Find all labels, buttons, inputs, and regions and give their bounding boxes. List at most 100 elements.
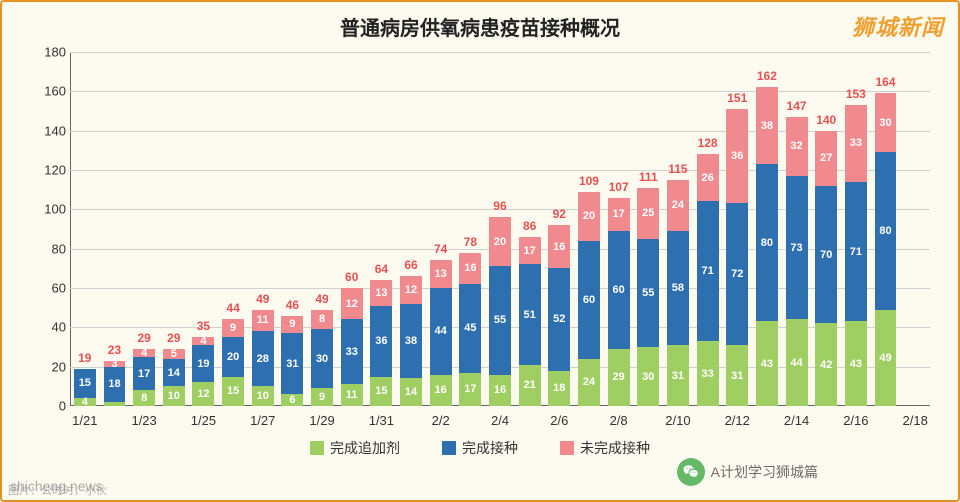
bar-total-label: 92 [553, 207, 566, 221]
x-axis: 1/211/231/251/271/291/312/22/42/62/82/10… [70, 406, 930, 428]
bar-segment-unvaccinated: 25 [637, 188, 659, 239]
bar-segment-booster: 43 [756, 321, 778, 406]
bar-group: 18521692 [548, 225, 570, 406]
bar-segment-booster: 14 [400, 378, 422, 406]
bar-total-label: 164 [875, 75, 895, 89]
x-tick-label: 2/4 [491, 413, 509, 428]
bar-group: 296017107 [608, 198, 630, 406]
legend-label: 未完成接种 [580, 438, 650, 458]
bar-segment-booster: 30 [637, 347, 659, 406]
x-tick-label: 1/27 [250, 413, 275, 428]
chart-title: 普通病房供氧病患疫苗接种概况 [2, 2, 958, 47]
x-tick-label: 2/10 [665, 413, 690, 428]
bar-segment-vaccinated: 55 [637, 239, 659, 347]
plot-area: 0204060801001201401601804151918323817429… [70, 52, 930, 406]
y-tick-label: 120 [38, 163, 66, 178]
footer-source: 图片：公时时，小伙 [8, 482, 107, 498]
bar-segment-unvaccinated: 17 [519, 237, 541, 265]
bar-segment-unvaccinated: 20 [578, 192, 600, 241]
bar-total-label: 128 [698, 136, 718, 150]
bar-total-label: 46 [286, 298, 299, 312]
x-tick-label: 1/25 [191, 413, 216, 428]
bar-segment-unvaccinated: 38 [756, 87, 778, 164]
bar-segment-vaccinated: 45 [459, 284, 481, 373]
bar-segment-unvaccinated: 13 [430, 260, 452, 288]
bar-segment-booster: 29 [608, 349, 630, 406]
bar-segment-vaccinated: 51 [519, 264, 541, 364]
bar-segment-booster: 9 [311, 388, 333, 406]
bar-total-label: 74 [434, 242, 447, 256]
legend-label: 完成追加剂 [330, 438, 400, 458]
x-tick-label: 2/14 [784, 413, 809, 428]
bar-segment-unvaccinated: 12 [400, 276, 422, 304]
bar-segment-vaccinated: 14 [163, 359, 185, 387]
bar-total-label: 111 [639, 170, 658, 184]
bar-segment-vaccinated: 38 [400, 304, 422, 379]
bar-total-label: 29 [167, 331, 180, 345]
bar-segment-unvaccinated: 26 [697, 154, 719, 201]
bar-segment-unvaccinated: 30 [875, 93, 897, 152]
watermark-text: 狮城新闻 [852, 10, 944, 42]
bar-segment-vaccinated: 70 [815, 186, 837, 324]
bar-segment-vaccinated: 72 [726, 203, 748, 345]
bar-total-label: 86 [523, 219, 536, 233]
bar-segment-vaccinated: 18 [104, 367, 126, 402]
bar-segment-vaccinated: 60 [578, 241, 600, 359]
bar-total-label: 19 [78, 351, 91, 365]
bar-segment-unvaccinated: 36 [726, 109, 748, 203]
bar-total-label: 35 [197, 319, 210, 333]
bar-group: 10281149 [252, 310, 274, 406]
bar-segment-vaccinated: 15 [74, 369, 96, 399]
bar-segment-booster: 17 [459, 373, 481, 406]
bar-group: 317236151 [726, 109, 748, 406]
bar-total-label: 147 [787, 99, 807, 113]
bar-total-label: 49 [315, 292, 328, 306]
bar-group: 930849 [311, 310, 333, 406]
bar-segment-booster: 15 [370, 377, 392, 407]
bar-group: 1219435 [192, 337, 214, 406]
bar-segment-unvaccinated: 24 [667, 180, 689, 231]
bar-segment-booster: 8 [133, 390, 155, 406]
bar-segment-unvaccinated: 12 [341, 288, 363, 319]
x-tick-label: 2/8 [610, 413, 628, 428]
y-tick-label: 60 [38, 281, 66, 296]
wechat-label: A计划学习狮城篇 [711, 462, 818, 482]
bar-group: 427027140 [815, 131, 837, 406]
bar-segment-booster: 12 [192, 382, 214, 406]
bar-segment-unvaccinated: 32 [786, 117, 808, 176]
bar-segment-booster: 18 [548, 371, 570, 406]
y-tick-label: 40 [38, 320, 66, 335]
x-tick-label: 1/31 [369, 413, 394, 428]
legend: 完成追加剂 完成接种 未完成接种 [2, 438, 958, 458]
bar-group: 817429 [133, 349, 155, 406]
x-tick-label: 1/21 [72, 413, 97, 428]
bar-segment-vaccinated: 31 [281, 333, 303, 394]
bar-group: 1014529 [163, 349, 185, 406]
bar-group: 631946 [281, 316, 303, 406]
bar-total-label: 109 [579, 174, 599, 188]
bar-group: 16552096 [489, 217, 511, 406]
x-tick-label: 2/18 [903, 413, 928, 428]
bar-group: 14381266 [400, 276, 422, 406]
legend-item: 完成接种 [442, 438, 518, 458]
bar-group: 315824115 [667, 180, 689, 406]
bar-total-label: 49 [256, 292, 269, 306]
bar-segment-vaccinated: 52 [548, 268, 570, 370]
bar-segment-vaccinated: 80 [756, 164, 778, 321]
x-tick-label: 2/2 [432, 413, 450, 428]
bar-total-label: 60 [345, 270, 358, 284]
bar-segment-unvaccinated: 9 [281, 316, 303, 334]
bar-total-label: 96 [493, 199, 506, 213]
bar-segment-booster: 24 [578, 359, 600, 406]
bar-segment-unvaccinated: 33 [845, 105, 867, 182]
bar-total-label: 29 [137, 331, 150, 345]
bar-segment-booster: 16 [489, 375, 511, 406]
bar-total-label: 64 [375, 262, 388, 276]
bar-segment-unvaccinated: 20 [489, 217, 511, 266]
bar-total-label: 115 [668, 162, 687, 176]
bar-total-label: 44 [226, 301, 239, 315]
bar-segment-booster: 16 [430, 375, 452, 406]
bar-segment-vaccinated: 36 [370, 306, 392, 377]
y-tick-label: 20 [38, 359, 66, 374]
bar-total-label: 140 [816, 113, 836, 127]
